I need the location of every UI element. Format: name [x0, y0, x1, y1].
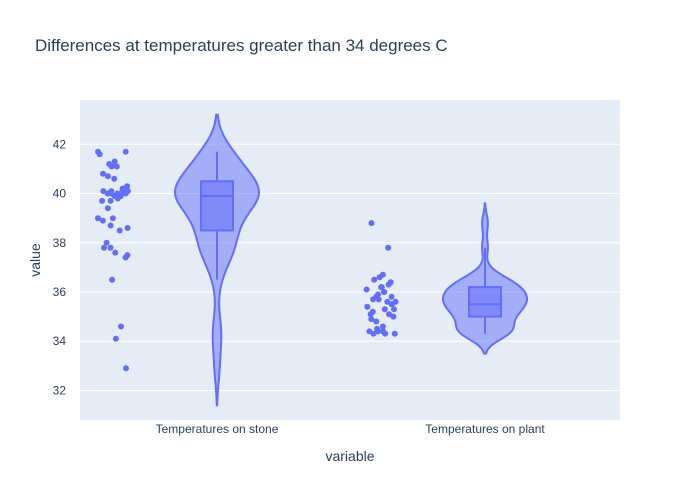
data-point: [104, 173, 111, 180]
data-point: [378, 284, 385, 291]
data-points: [95, 148, 399, 372]
data-point: [96, 151, 103, 158]
data-point: [112, 249, 119, 256]
box-iqr: [468, 286, 502, 318]
plot-area: [80, 100, 620, 420]
data-point: [95, 215, 101, 222]
data-point: [381, 289, 388, 295]
data-point: [124, 183, 131, 190]
x-tick-labels: Temperatures on stone Temperatures on pla…: [156, 422, 546, 436]
data-point: [109, 215, 116, 222]
data-point: [123, 365, 129, 372]
data-point: [104, 190, 111, 197]
data-point: [368, 220, 375, 227]
data-point: [109, 276, 116, 283]
data-point: [101, 244, 107, 251]
y-tick-label: 34: [53, 334, 67, 348]
data-point: [111, 175, 118, 182]
data-point: [391, 330, 398, 337]
data-point: [99, 217, 106, 224]
data-point: [376, 274, 383, 281]
data-point: [122, 254, 129, 261]
x-tick-label: Temperatures on plant: [425, 422, 545, 436]
y-axis-label: value: [27, 243, 43, 277]
data-point: [114, 195, 121, 202]
data-point: [391, 306, 397, 313]
y-tick-label: 40: [53, 187, 67, 201]
data-point: [373, 318, 380, 325]
data-point: [379, 323, 386, 330]
data-point: [122, 148, 129, 155]
y-tick-label: 36: [53, 285, 67, 299]
box-iqr: [200, 180, 234, 232]
data-point: [375, 328, 382, 335]
data-point: [382, 330, 389, 337]
data-point: [124, 225, 131, 231]
grid-lines: [80, 143, 620, 391]
data-point: [385, 244, 392, 251]
data-point: [116, 227, 123, 234]
data-point: [113, 163, 120, 170]
x-axis-label: variable: [325, 448, 374, 464]
chart-title: Differences at temperatures greater than…: [35, 36, 448, 55]
data-point: [371, 276, 378, 283]
data-point: [385, 281, 392, 288]
data-point: [107, 244, 114, 251]
data-point: [368, 316, 375, 323]
data-point: [388, 301, 395, 308]
data-point: [364, 303, 371, 310]
x-tick-label: Temperatures on stone: [156, 422, 279, 436]
y-tick-label: 42: [53, 137, 67, 151]
data-point: [370, 296, 377, 303]
data-point: [375, 296, 382, 303]
data-point: [108, 163, 115, 170]
data-point: [363, 286, 370, 293]
data-point: [381, 306, 388, 313]
y-tick-labels: 32 34 36 38 40 42: [53, 137, 67, 397]
data-point: [118, 323, 124, 330]
data-point: [111, 158, 118, 165]
data-point: [112, 335, 119, 342]
data-point: [390, 313, 397, 320]
data-point: [367, 311, 374, 318]
data-point: [100, 170, 106, 177]
y-tick-label: 38: [53, 236, 67, 250]
violins: [173, 113, 528, 407]
data-point: [103, 239, 110, 246]
data-point: [107, 222, 114, 229]
data-point: [386, 311, 392, 318]
data-point: [107, 197, 114, 204]
data-point: [388, 293, 395, 300]
data-point: [122, 190, 129, 197]
y-tick-label: 32: [53, 383, 67, 397]
data-point: [370, 330, 377, 337]
data-point: [104, 205, 111, 212]
data-point: [99, 197, 106, 204]
